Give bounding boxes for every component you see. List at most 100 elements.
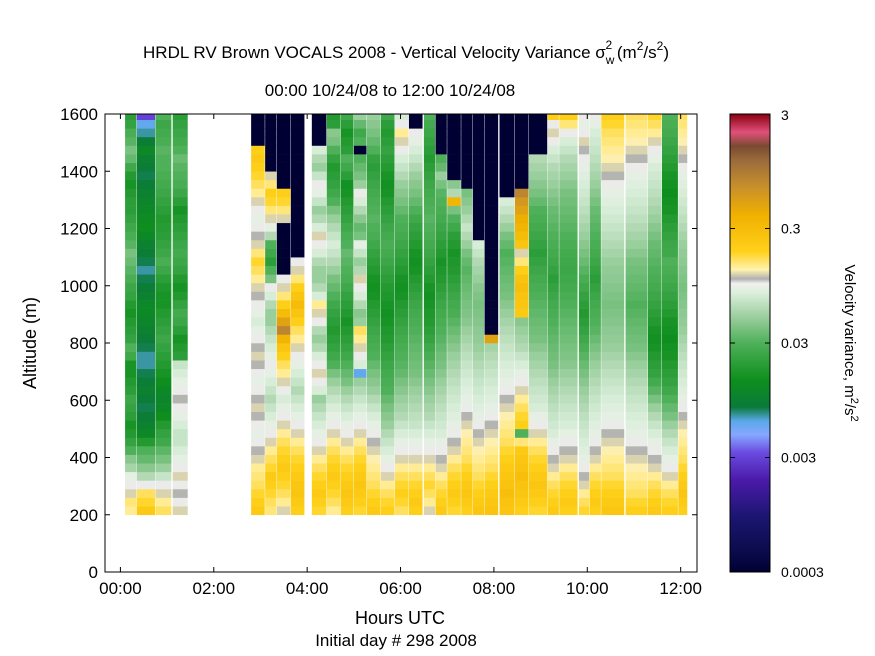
heatmap-cell — [578, 325, 590, 335]
heatmap-cell — [366, 300, 381, 309]
heatmap-cell — [366, 274, 381, 284]
heatmap-cell — [136, 119, 156, 129]
heatmap-cell — [461, 300, 473, 309]
heatmap-cell — [484, 188, 499, 198]
heatmap-cell — [125, 257, 137, 267]
heatmap-cell — [340, 394, 354, 404]
heatmap-cell — [559, 119, 578, 129]
heatmap-cell — [423, 437, 436, 447]
heatmap-cell — [326, 411, 341, 421]
heatmap-cell — [578, 377, 590, 387]
heatmap-cell — [311, 471, 327, 481]
heatmap-cell — [326, 128, 341, 138]
heatmap-cell — [435, 197, 447, 206]
heatmap-cell — [408, 136, 423, 146]
heatmap-cell — [547, 437, 559, 447]
heatmap-cell — [423, 343, 436, 352]
heatmap-cell — [366, 291, 381, 301]
heatmap-cell — [423, 282, 436, 292]
heatmap-cell — [499, 437, 515, 447]
heatmap-cell — [136, 162, 156, 172]
heatmap-cell — [340, 385, 354, 395]
heatmap-cell — [423, 222, 436, 232]
heatmap-cell — [578, 154, 590, 163]
heatmap-cell — [589, 162, 601, 172]
heatmap-cell — [311, 257, 327, 267]
heatmap-cell — [484, 119, 499, 129]
heatmap-cell — [559, 114, 578, 121]
heatmap-cell — [661, 171, 678, 181]
heatmap-cell — [559, 145, 578, 155]
heatmap-cell — [678, 343, 688, 352]
heatmap-cell — [265, 154, 277, 163]
heatmap-cell — [155, 411, 172, 421]
heatmap-cell — [578, 257, 590, 267]
heatmap-cell — [340, 154, 354, 163]
heatmap-cell — [251, 317, 265, 327]
heatmap-cell — [647, 411, 662, 421]
heatmap-cell — [647, 171, 662, 181]
heatmap-cell — [589, 463, 601, 473]
heatmap-cell — [423, 119, 436, 129]
heatmap-cell — [484, 154, 499, 163]
heatmap-cell — [353, 179, 367, 189]
heatmap-cell — [353, 377, 367, 387]
heatmap-cell — [625, 128, 648, 138]
heatmap-cell — [647, 420, 662, 430]
heatmap-cell — [172, 197, 188, 206]
heatmap-cell — [290, 214, 305, 224]
heatmap-cell — [276, 282, 291, 292]
heatmap-cell — [435, 454, 447, 464]
heatmap-cell — [461, 385, 473, 395]
heatmap-cell — [447, 411, 461, 421]
heatmap-cell — [136, 325, 156, 335]
heatmap-cell — [447, 497, 461, 507]
heatmap-cell — [340, 360, 354, 370]
heatmap-cell — [435, 179, 447, 189]
heatmap-cell — [276, 480, 291, 490]
heatmap-cell — [265, 497, 277, 507]
heatmap-cell — [366, 351, 381, 361]
heatmap-cell — [547, 497, 559, 507]
heatmap-cell — [625, 162, 648, 172]
heatmap-cell — [408, 291, 423, 301]
heatmap-cell — [484, 291, 499, 301]
heatmap-cell — [276, 351, 291, 361]
heatmap-cell — [484, 411, 499, 421]
heatmap-cell — [276, 377, 291, 387]
heatmap-cell — [276, 274, 291, 284]
heatmap-cell — [472, 488, 485, 498]
heatmap-cell — [326, 497, 341, 507]
heatmap-cell — [647, 497, 662, 507]
heatmap-cell — [326, 171, 341, 181]
heatmap-cell — [311, 239, 327, 249]
heatmap-cell — [290, 197, 305, 206]
heatmap-cell — [514, 136, 529, 146]
heatmap-cell — [678, 197, 688, 206]
heatmap-cell — [408, 403, 423, 412]
heatmap-cell — [265, 291, 277, 301]
heatmap-cell — [647, 343, 662, 352]
heatmap-cell — [559, 368, 578, 378]
heatmap-cell — [326, 506, 341, 516]
heatmap-cell — [251, 265, 265, 275]
heatmap-cell — [380, 214, 395, 224]
heatmap-cell — [625, 368, 648, 378]
heatmap-cell — [251, 231, 265, 241]
heatmap-cell — [547, 128, 559, 138]
heatmap-cell — [647, 119, 662, 129]
heatmap-cell — [394, 446, 409, 455]
heatmap-cell — [265, 446, 277, 455]
y-tick-label: 1600 — [60, 105, 98, 124]
heatmap-cell — [578, 136, 590, 146]
heatmap-cell — [559, 377, 578, 387]
heatmap-cell — [661, 428, 678, 438]
heatmap-cell — [251, 377, 265, 387]
chart-title-units-mid: /s — [643, 43, 656, 62]
heatmap-cell — [601, 239, 625, 249]
heatmap-cell — [265, 239, 277, 249]
heatmap-cell — [408, 300, 423, 309]
heatmap-cell — [499, 145, 515, 155]
heatmap-cell — [547, 231, 559, 241]
